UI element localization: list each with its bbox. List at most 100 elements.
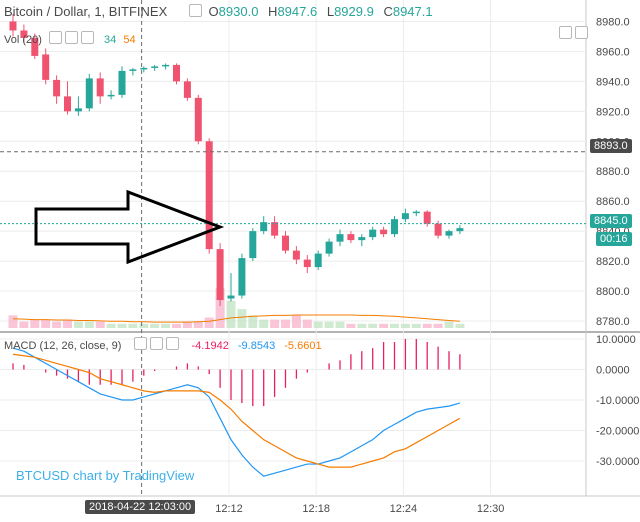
macd-line-value: -9.8543 [237, 340, 276, 352]
volume-bar [291, 315, 301, 328]
eye-icon[interactable] [48, 31, 62, 44]
volume-bar [302, 319, 312, 328]
time-tick-label: 12:18 [302, 503, 330, 515]
volume-bar [357, 323, 367, 328]
candle-body [173, 64, 180, 82]
volume-bar [226, 300, 236, 328]
volume-bars [8, 288, 465, 328]
high-label: H [268, 4, 278, 19]
volume-bar [182, 321, 192, 328]
macd-tick-label: -10.0000 [596, 395, 639, 407]
close-label: C [383, 4, 393, 19]
close-icon[interactable] [80, 31, 94, 44]
candle-body [347, 234, 355, 241]
volume-bar [411, 323, 421, 328]
candle-body [162, 64, 170, 67]
volume-bar [117, 323, 127, 328]
minimize-icon [575, 26, 588, 39]
candle-body [151, 66, 159, 68]
macd-label[interactable]: MACD (12, 26, close, 9) [4, 340, 122, 352]
close-icon[interactable] [166, 337, 180, 350]
volume-bar [106, 323, 116, 328]
gear-icon[interactable] [64, 31, 78, 44]
volume-bar [281, 319, 290, 328]
price-tick-label: 8880.0 [596, 166, 630, 178]
symbol-title[interactable]: Bitcoin / Dollar, 1, BITFINEX [4, 4, 168, 19]
volume-bar [150, 323, 160, 328]
volume-bar [63, 319, 72, 328]
arrow-annotation [34, 189, 225, 265]
price-tick-label: 8780.0 [596, 316, 630, 328]
volume-legend: Vol (20) 34 54 [4, 31, 136, 46]
macd-tick-label: -20.0000 [596, 426, 639, 438]
close-value: 8947.1 [392, 4, 433, 19]
gear-icon[interactable] [150, 337, 164, 350]
volume-bar [248, 315, 258, 328]
candle-body [336, 234, 344, 242]
candle-body [183, 81, 191, 98]
volume-bar [41, 319, 51, 328]
symbol-legend: Bitcoin / Dollar, 1, BITFINEX O8930.0 H8… [4, 4, 439, 19]
crosshair-time-badge: 2018-04-22 12:03:00 [85, 500, 196, 514]
settings-icon[interactable] [188, 4, 202, 17]
volume-bar [215, 288, 225, 328]
maximize-pane-button[interactable] [559, 26, 591, 41]
candle-body [129, 69, 137, 71]
volume-bar [19, 321, 29, 328]
macd-line [12, 347, 461, 477]
candle-body [282, 235, 289, 251]
candle-body [64, 96, 71, 112]
macd-hist-value: -4.1942 [191, 340, 229, 352]
price-tick-label: 8820.0 [596, 256, 630, 268]
volume-up: 34 [104, 34, 117, 46]
volume-bar [324, 321, 334, 328]
candle-body [303, 259, 311, 268]
open-label: O [208, 4, 219, 19]
volume-bar [128, 323, 138, 328]
candle-body [96, 78, 104, 97]
candle-body [227, 295, 235, 299]
last-price-badge: 8845.0 [590, 214, 632, 228]
volume-bar [422, 323, 432, 328]
volume-label[interactable]: Vol (20) [4, 34, 42, 46]
volume-bar [73, 321, 83, 328]
macd-legend: MACD (12, 26, close, 9) -4.1942 -9.8543 … [4, 337, 322, 352]
candle-body [140, 67, 148, 70]
price-tick-label: 8920.0 [596, 106, 630, 118]
price-tick-label: 8980.0 [596, 16, 630, 28]
candle-body [53, 79, 61, 97]
volume-bar [237, 309, 247, 328]
candlesticks [9, 14, 464, 307]
volume-bar [84, 321, 94, 328]
candle-body [9, 21, 17, 31]
macd-tick-label: 0.0000 [596, 365, 630, 377]
time-tick-label: 12:24 [390, 503, 418, 515]
candle-body [20, 30, 28, 38]
candle-body [107, 94, 115, 97]
macd-pane [12, 339, 461, 477]
eye-icon[interactable] [134, 337, 148, 350]
volume-bar [379, 323, 389, 328]
candle-body [238, 258, 246, 296]
signal-line [12, 353, 461, 468]
volume-bar [161, 323, 171, 328]
candle-body [271, 222, 279, 236]
candle-body [434, 223, 442, 236]
candle-body [369, 229, 377, 238]
macd-tick-label: -30.0000 [596, 456, 639, 468]
volume-bar [204, 317, 214, 328]
candle-body [118, 70, 126, 95]
candle-body [445, 231, 453, 236]
low-value: 8929.9 [334, 4, 374, 19]
macd-tick-label: 10.0000 [596, 334, 636, 346]
volume-bar [400, 323, 410, 328]
volume-bar [172, 323, 181, 328]
price-tick-label: 8960.0 [596, 46, 630, 58]
volume-bar [444, 321, 454, 328]
maximize-icon [559, 26, 572, 39]
candle-body [325, 241, 333, 254]
candle-body [380, 229, 388, 235]
candle-body [412, 211, 420, 214]
